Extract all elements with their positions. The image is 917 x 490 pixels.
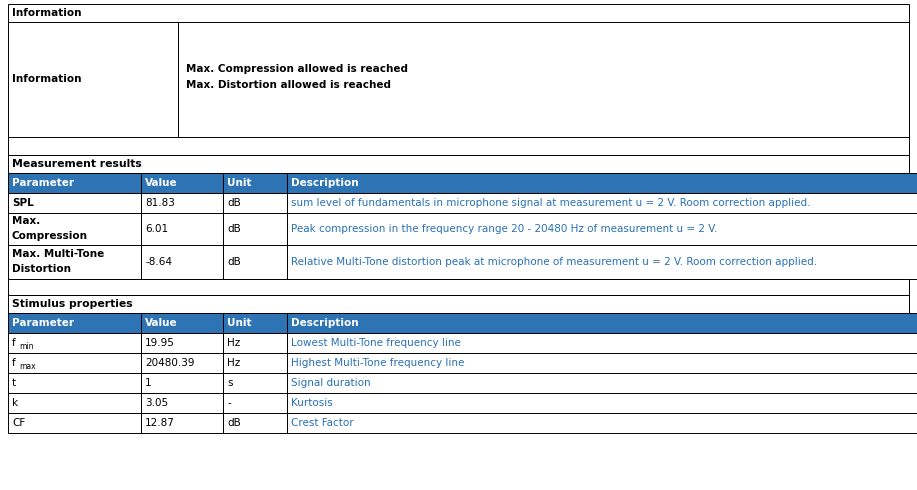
Text: Lowest Multi-Tone frequency line: Lowest Multi-Tone frequency line [291, 338, 461, 348]
Bar [287, 193, 917, 213]
Bar [8, 137, 909, 155]
Text: dB: dB [227, 257, 241, 267]
Bar [141, 213, 223, 245]
Bar [223, 373, 287, 393]
Text: max: max [19, 362, 36, 370]
Text: dB: dB [227, 418, 241, 428]
Text: s: s [227, 378, 233, 388]
Bar [141, 393, 223, 413]
Text: Max.: Max. [12, 216, 40, 226]
Bar [223, 393, 287, 413]
Text: Information: Information [12, 74, 82, 84]
Bar [223, 413, 287, 433]
Bar [8, 173, 141, 193]
Text: Hz: Hz [227, 358, 240, 368]
Text: Value: Value [145, 318, 178, 328]
Text: Unit: Unit [227, 178, 251, 188]
Bar [287, 313, 917, 333]
Text: 12.87: 12.87 [145, 418, 175, 428]
Text: Description: Description [291, 178, 359, 188]
Text: Distortion: Distortion [12, 264, 71, 274]
Bar [8, 4, 909, 22]
Bar [8, 295, 909, 313]
Bar [8, 353, 141, 373]
Bar [287, 213, 917, 245]
Bar [8, 373, 141, 393]
Bar [223, 245, 287, 279]
Bar [8, 193, 141, 213]
Text: Parameter: Parameter [12, 318, 74, 328]
Bar [178, 22, 909, 137]
Text: Hz: Hz [227, 338, 240, 348]
Text: -: - [227, 398, 231, 408]
Text: Relative Multi-Tone distortion peak at microphone of measurement u = 2 V. Room c: Relative Multi-Tone distortion peak at m… [291, 257, 817, 267]
Bar [8, 413, 141, 433]
Bar [8, 393, 141, 413]
Text: Signal duration: Signal duration [291, 378, 370, 388]
Bar [223, 313, 287, 333]
Bar [287, 353, 917, 373]
Bar [8, 333, 141, 353]
Bar [223, 333, 287, 353]
Text: 81.83: 81.83 [145, 198, 175, 208]
Text: 1: 1 [145, 378, 151, 388]
Text: k: k [12, 398, 18, 408]
Text: Max. Multi-Tone: Max. Multi-Tone [12, 249, 105, 259]
Text: sum level of fundamentals in microphone signal at measurement u = 2 V. Room corr: sum level of fundamentals in microphone … [291, 198, 811, 208]
Bar [8, 155, 909, 173]
Bar [141, 373, 223, 393]
Bar [8, 213, 141, 245]
Text: f: f [12, 358, 16, 368]
Text: Crest Factor: Crest Factor [291, 418, 354, 428]
Text: dB: dB [227, 224, 241, 234]
Bar [287, 393, 917, 413]
Bar [287, 173, 917, 193]
Text: Highest Multi-Tone frequency line: Highest Multi-Tone frequency line [291, 358, 464, 368]
Text: 6.01: 6.01 [145, 224, 168, 234]
Bar [223, 193, 287, 213]
Bar [8, 313, 141, 333]
Text: 3.05: 3.05 [145, 398, 168, 408]
Bar [8, 279, 909, 295]
Text: Unit: Unit [227, 318, 251, 328]
Text: CF: CF [12, 418, 26, 428]
Bar [141, 173, 223, 193]
Text: Kurtosis: Kurtosis [291, 398, 333, 408]
Bar [287, 245, 917, 279]
Bar [8, 22, 178, 137]
Bar [141, 313, 223, 333]
Bar [141, 245, 223, 279]
Bar [141, 413, 223, 433]
Text: Compression: Compression [12, 231, 88, 241]
Text: Peak compression in the frequency range 20 - 20480 Hz of measurement u = 2 V.: Peak compression in the frequency range … [291, 224, 717, 234]
Bar [8, 245, 141, 279]
Text: Information: Information [12, 8, 82, 18]
Text: 20480.39: 20480.39 [145, 358, 194, 368]
Bar [141, 353, 223, 373]
Text: t: t [12, 378, 17, 388]
Bar [223, 213, 287, 245]
Bar [141, 193, 223, 213]
Bar [223, 353, 287, 373]
Bar [287, 333, 917, 353]
Text: Description: Description [291, 318, 359, 328]
Text: min: min [19, 342, 34, 350]
Text: Max. Compression allowed is reached: Max. Compression allowed is reached [186, 65, 408, 74]
Bar [223, 173, 287, 193]
Text: dB: dB [227, 198, 241, 208]
Text: Measurement results: Measurement results [12, 159, 142, 169]
Text: Parameter: Parameter [12, 178, 74, 188]
Bar [141, 333, 223, 353]
Bar [287, 373, 917, 393]
Text: 19.95: 19.95 [145, 338, 175, 348]
Text: f: f [12, 338, 16, 348]
Text: Value: Value [145, 178, 178, 188]
Text: Max. Distortion allowed is reached: Max. Distortion allowed is reached [186, 80, 391, 91]
Text: SPL: SPL [12, 198, 34, 208]
Bar [287, 413, 917, 433]
Text: Stimulus properties: Stimulus properties [12, 299, 133, 309]
Text: -8.64: -8.64 [145, 257, 172, 267]
